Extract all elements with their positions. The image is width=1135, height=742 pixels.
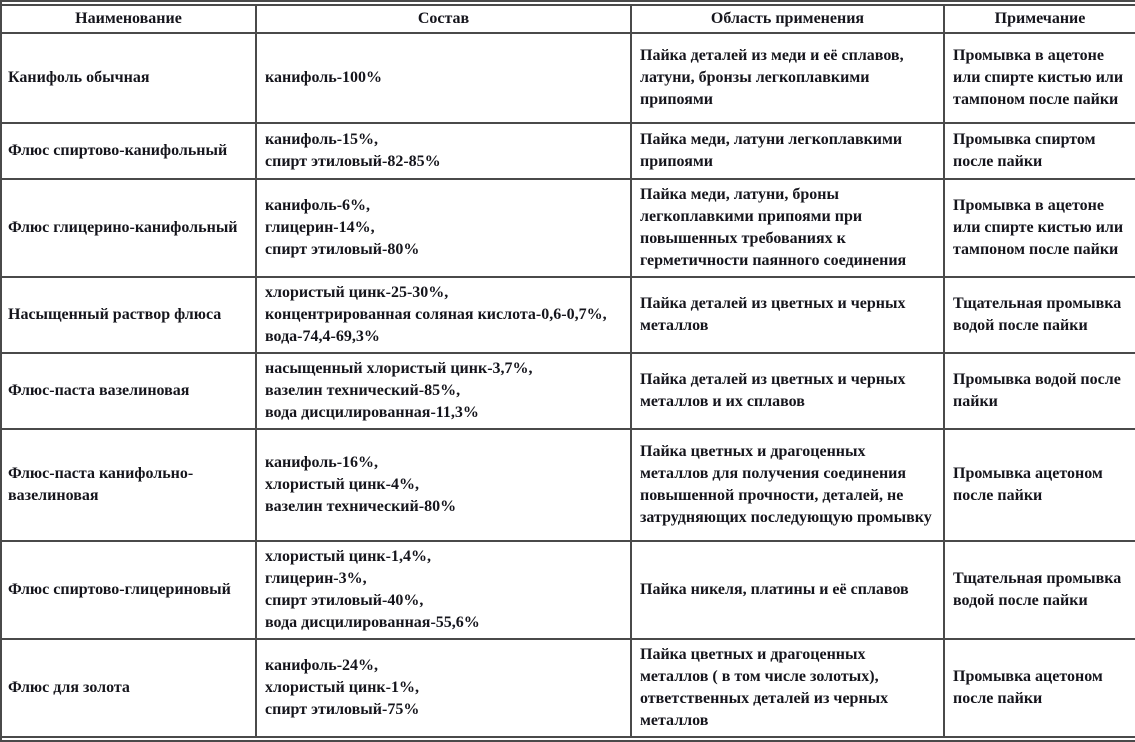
composition-cell: канифоль-24%, хлористый цинк-1%, спирт эти… — [255, 638, 632, 738]
note-cell: Тщательная промывка водой после пайки — [943, 276, 1135, 354]
column-header-application: Область применения — [630, 4, 945, 34]
application-cell: Пайка деталей из цветных и черных металл… — [630, 276, 945, 354]
table-row: Флюс спиртово-канифольный канифоль-15%, с… — [0, 122, 1135, 180]
application-cell: Пайка деталей из меди и её сплавов, лату… — [630, 32, 945, 124]
application-cell: Пайка меди, латуни легкоплавкими припоям… — [630, 122, 945, 180]
filler-row-bottom — [0, 736, 1135, 742]
table-row: Канифоль обычная канифоль-100% Пайка дет… — [0, 32, 1135, 124]
flux-name-cell: Флюс-паста канифольно-вазелиновая — [0, 428, 257, 542]
application-cell: Пайка цветных и драгоценных металлов для… — [630, 428, 945, 542]
application-cell: Пайка деталей из цветных и черных металл… — [630, 352, 945, 430]
note-cell: Промывка ацетоном после пайки — [943, 638, 1135, 738]
composition-cell: хлористый цинк-25-30%, концентрированная … — [255, 276, 632, 354]
composition-cell: канифоль-16%, хлористый цинк-4%, вазелин т… — [255, 428, 632, 542]
composition-cell: хлористый цинк-1,4%, глицерин-3%, спирт эт… — [255, 540, 632, 640]
note-cell: Промывка спиртом после пайки — [943, 122, 1135, 180]
note-cell: Тщательная промывка водой после пайки — [943, 540, 1135, 640]
column-header-name: Наименование — [0, 4, 257, 34]
table-row: Флюс-паста вазелиновая насыщенный хлорис… — [0, 352, 1135, 430]
flux-name-cell: Флюс для золота — [0, 638, 257, 738]
header-row: Наименование Состав Область применения П… — [0, 4, 1135, 34]
note-cell: Промывка в ацетоне или спирте кистью или… — [943, 32, 1135, 124]
note-cell: Промывка водой после пайки — [943, 352, 1135, 430]
flux-name-cell: Флюс спиртово-глицериновый — [0, 540, 257, 640]
flux-name-cell: Канифоль обычная — [0, 32, 257, 124]
composition-cell: канифоль-6%, глицерин-14%, спирт этиловый-… — [255, 178, 632, 278]
column-header-note: Примечание — [943, 4, 1135, 34]
application-cell: Пайка никеля, платины и её сплавов — [630, 540, 945, 640]
composition-cell: насыщенный хлористый цинк-3,7%, вазелин т… — [255, 352, 632, 430]
table-row: Флюс для золота канифоль-24%, хлористый ц… — [0, 638, 1135, 738]
composition-cell: канифоль-100% — [255, 32, 632, 124]
note-cell: Промывка в ацетоне или спирте кистью или… — [943, 178, 1135, 278]
table-row: Насыщенный раствор флюса хлористый цинк-… — [0, 276, 1135, 354]
flux-name-cell: Флюс-паста вазелиновая — [0, 352, 257, 430]
composition-cell: канифоль-15%, спирт этиловый-82-85% — [255, 122, 632, 180]
application-cell: Пайка меди, латуни, броны легкоплавкими … — [630, 178, 945, 278]
table-row: Флюс-паста канифольно-вазелиновая канифо… — [0, 428, 1135, 542]
application-cell: Пайка цветных и драгоценных металлов ( в… — [630, 638, 945, 738]
flux-name-cell: Насыщенный раствор флюса — [0, 276, 257, 354]
table-row: Флюс спиртово-глицериновый хлористый цин… — [0, 540, 1135, 640]
table-row: Флюс глицерино-канифольный канифоль-6%, г… — [0, 178, 1135, 278]
flux-name-cell: Флюс глицерино-канифольный — [0, 178, 257, 278]
filler-cell — [0, 736, 1135, 742]
note-cell: Промывка ацетоном после пайки — [943, 428, 1135, 542]
flux-name-cell: Флюс спиртово-канифольный — [0, 122, 257, 180]
column-header-composition: Состав — [255, 4, 632, 34]
